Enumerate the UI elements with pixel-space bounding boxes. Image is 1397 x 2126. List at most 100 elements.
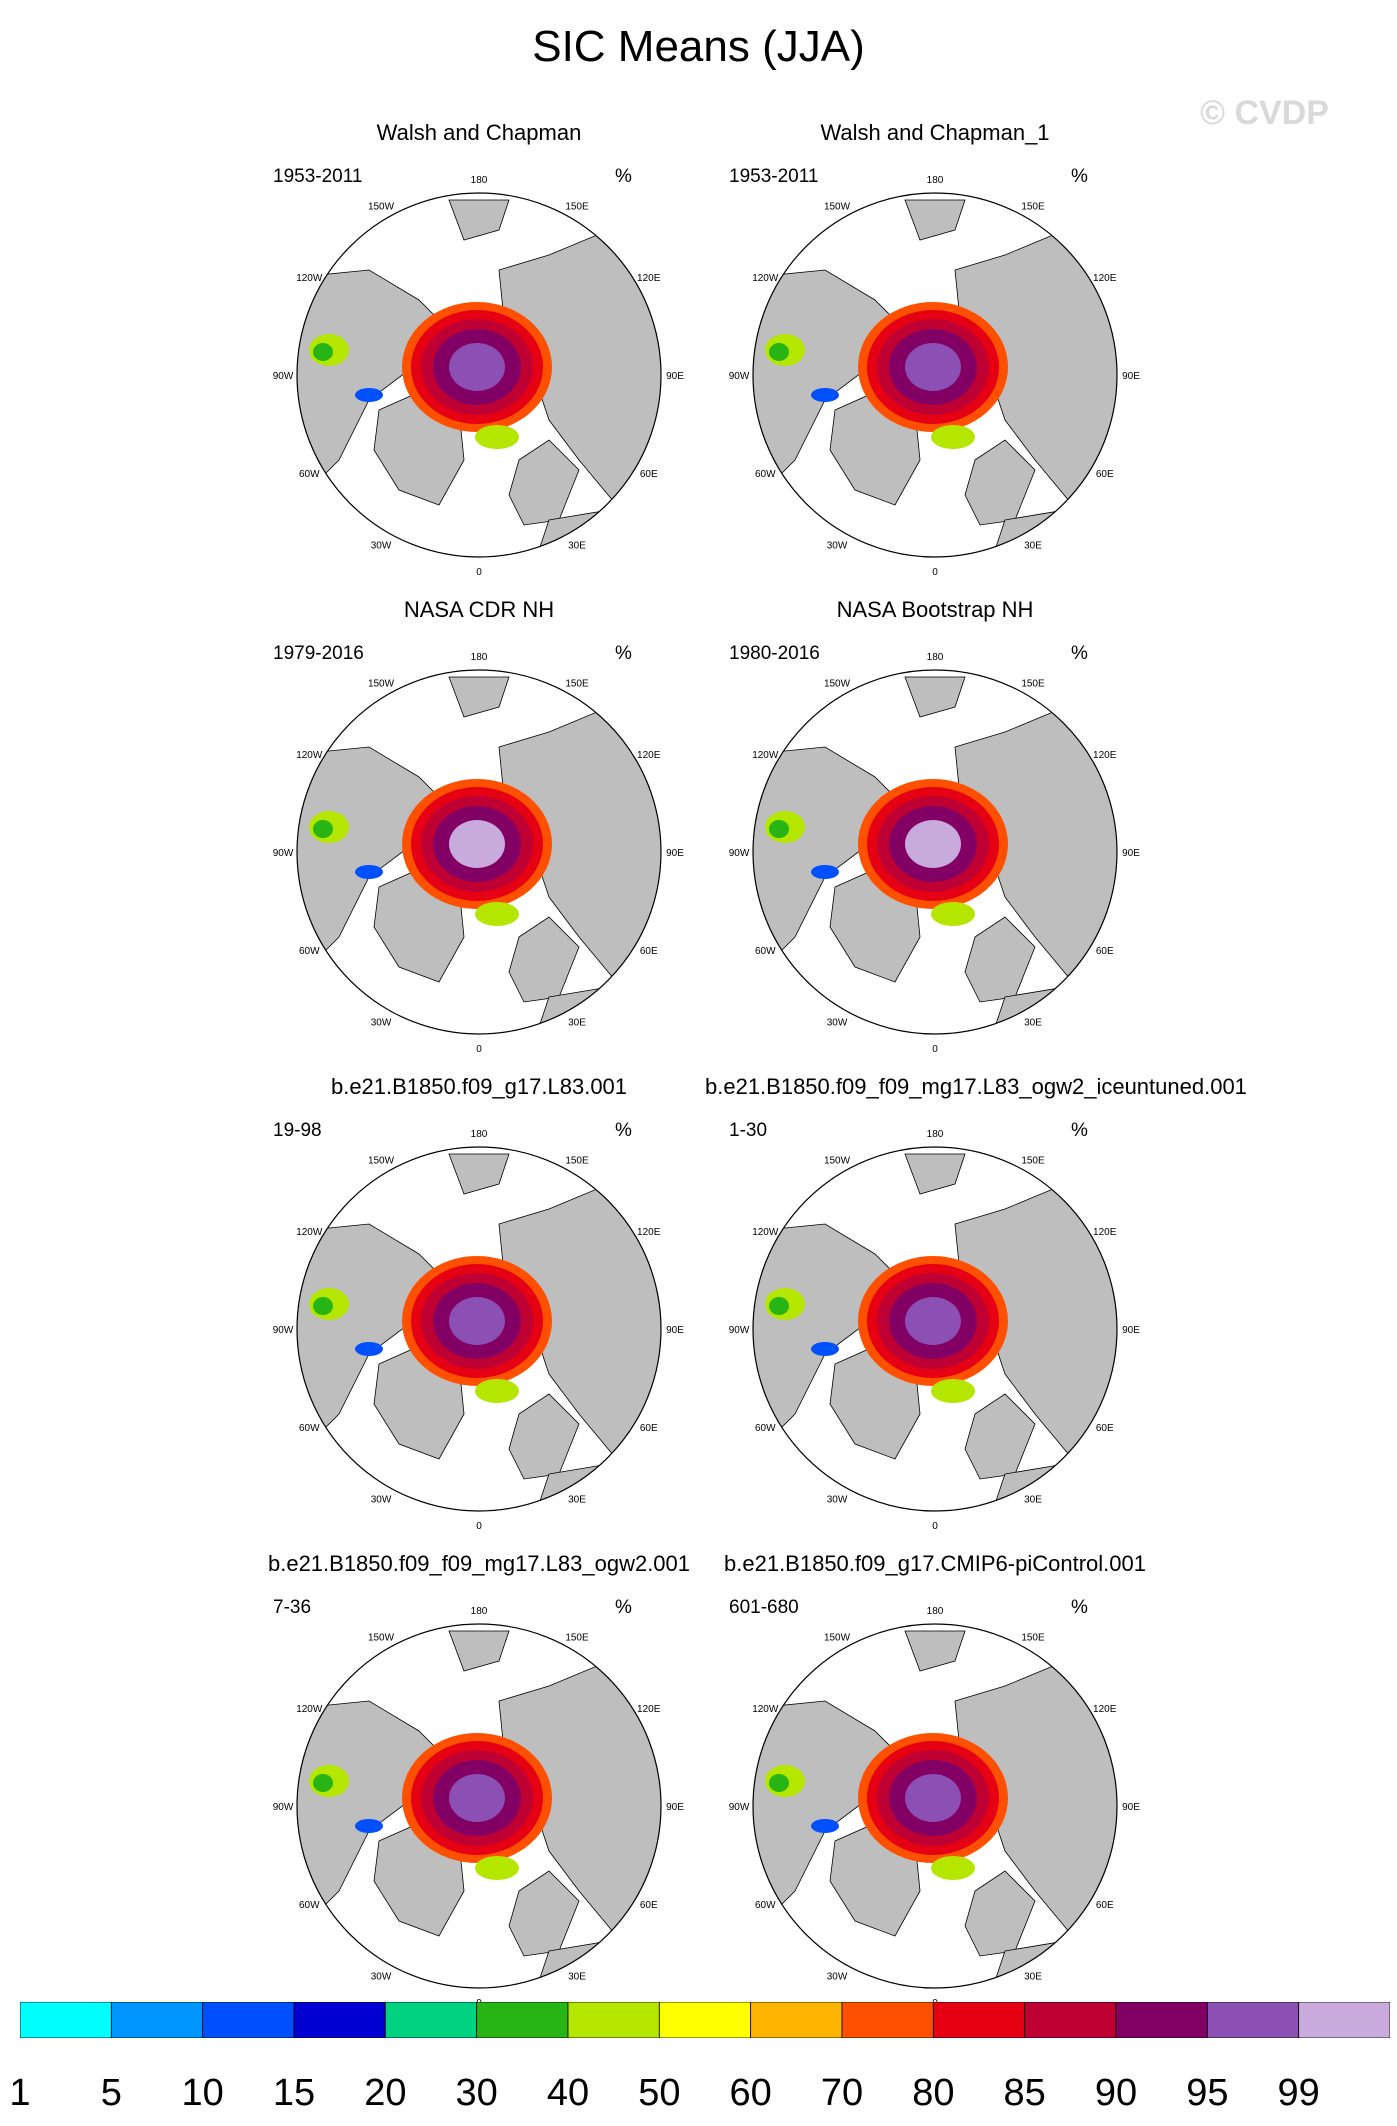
lon-tick-label: 120W bbox=[752, 273, 779, 284]
lon-tick-label: 60E bbox=[1096, 1423, 1114, 1434]
ice-contour bbox=[313, 820, 333, 838]
map-border bbox=[296, 669, 662, 1035]
ice-contour bbox=[931, 902, 975, 926]
panel-period: 1-30 bbox=[729, 1120, 768, 1141]
lon-tick-label: 30E bbox=[1024, 541, 1042, 552]
colorbar-segment bbox=[1115, 2002, 1208, 2038]
ice-contour bbox=[475, 1379, 519, 1403]
lon-tick-label: 150E bbox=[565, 201, 589, 212]
colorbar bbox=[20, 2002, 1390, 2038]
colorbar-segment bbox=[476, 2002, 569, 2038]
lon-tick-label: 180 bbox=[471, 175, 488, 186]
lon-tick-label: 60E bbox=[1096, 946, 1114, 957]
map-panel-nasa-cdr: NASA CDR NH 1979-2016 % 180 150E 120E 90E 60… bbox=[249, 597, 709, 1057]
land-mass bbox=[904, 676, 966, 718]
panel-unit: % bbox=[1071, 1597, 1088, 1618]
lon-tick-label: 150E bbox=[565, 1632, 589, 1643]
lon-tick-label: 120W bbox=[752, 1227, 779, 1238]
lon-tick-label: 0 bbox=[932, 1521, 938, 1532]
colorbar-segment bbox=[841, 2002, 934, 2038]
lon-tick-label: 180 bbox=[471, 1606, 488, 1617]
lon-tick-label: 90E bbox=[1122, 848, 1140, 859]
colorbar-tick-label: 85 bbox=[1003, 2072, 1046, 2114]
colorbar-tick-label: 80 bbox=[912, 2072, 955, 2114]
ice-contour bbox=[449, 343, 505, 391]
ice-contour bbox=[355, 1819, 383, 1833]
panel-title: b.e21.B1850.f09_f09_mg17.L83_ogw2_iceunt… bbox=[705, 1074, 1247, 1099]
ice-contour bbox=[905, 1774, 961, 1822]
lon-tick-label: 30W bbox=[827, 541, 848, 552]
lon-tick-label: 150E bbox=[1021, 201, 1045, 212]
lon-tick-label: 30E bbox=[568, 541, 586, 552]
lon-tick-label: 150W bbox=[824, 1155, 851, 1166]
colorbar-segment bbox=[110, 2002, 204, 2038]
land-mass bbox=[448, 1153, 510, 1195]
lon-tick-label: 30W bbox=[827, 1018, 848, 1029]
lon-tick-label: 60W bbox=[299, 1900, 320, 1911]
panel-unit: % bbox=[1071, 166, 1088, 187]
panel-period: 7-36 bbox=[273, 1597, 312, 1618]
lon-tick-label: 120E bbox=[1093, 273, 1117, 284]
lon-tick-label: 180 bbox=[927, 1129, 944, 1140]
lon-tick-label: 90E bbox=[666, 1325, 684, 1336]
map-border bbox=[752, 1146, 1118, 1512]
lon-tick-label: 30W bbox=[827, 1495, 848, 1506]
lon-tick-label: 60E bbox=[640, 946, 658, 957]
lon-tick-label: 30E bbox=[1024, 1972, 1042, 1983]
lon-tick-label: 60W bbox=[755, 1423, 776, 1434]
colorbar-segment bbox=[20, 2002, 112, 2038]
lon-tick-label: 90W bbox=[729, 1802, 750, 1813]
lon-tick-label: 60E bbox=[1096, 469, 1114, 480]
panel-title: Walsh and Chapman_1 bbox=[820, 120, 1050, 145]
lon-tick-label: 60W bbox=[755, 1900, 776, 1911]
lon-tick-label: 60W bbox=[755, 946, 776, 957]
panel-period: 1979-2016 bbox=[273, 643, 364, 664]
ice-contour bbox=[931, 425, 975, 449]
lon-tick-label: 90W bbox=[729, 371, 750, 382]
lon-tick-label: 180 bbox=[471, 652, 488, 663]
lon-tick-label: 120W bbox=[296, 1227, 323, 1238]
lon-tick-label: 90E bbox=[666, 371, 684, 382]
lon-tick-label: 150E bbox=[1021, 678, 1045, 689]
map-panel-ogw2-iceuntuned: b.e21.B1850.f09_f09_mg17.L83_ogw2_iceunt… bbox=[705, 1074, 1247, 1534]
panel-period: 1953-2011 bbox=[273, 166, 363, 187]
map-panel-b1850-g17-l83: b.e21.B1850.f09_g17.L83.001 19-98 % 180 1… bbox=[249, 1074, 709, 1534]
lon-tick-label: 120W bbox=[296, 750, 323, 761]
colorbar-segment bbox=[202, 2002, 295, 2038]
lon-tick-label: 150W bbox=[368, 678, 395, 689]
lon-tick-label: 30E bbox=[1024, 1495, 1042, 1506]
colorbar-tick-label: 60 bbox=[729, 2072, 772, 2114]
map-border bbox=[296, 192, 662, 558]
ice-contour bbox=[769, 343, 789, 361]
ice-contour bbox=[905, 343, 961, 391]
land-mass bbox=[448, 676, 510, 718]
ice-contour bbox=[931, 1379, 975, 1403]
lon-tick-label: 120W bbox=[296, 273, 323, 284]
lon-tick-label: 150E bbox=[1021, 1632, 1045, 1643]
lon-tick-label: 0 bbox=[476, 1044, 482, 1055]
land-mass bbox=[904, 1153, 966, 1195]
panel-title: b.e21.B1850.f09_g17.CMIP6-piControl.001 bbox=[724, 1551, 1146, 1576]
lon-tick-label: 120E bbox=[637, 1704, 661, 1715]
lon-tick-label: 30E bbox=[1024, 1018, 1042, 1029]
lon-tick-label: 120W bbox=[752, 1704, 779, 1715]
ice-contour bbox=[905, 1297, 961, 1345]
colorbar-tick-label: 95 bbox=[1186, 2072, 1229, 2114]
map-border bbox=[752, 192, 1118, 558]
lon-tick-label: 30E bbox=[568, 1495, 586, 1506]
lon-tick-label: 0 bbox=[932, 1044, 938, 1055]
map-border bbox=[296, 1623, 662, 1989]
panel-period: 1953-2011 bbox=[729, 166, 819, 187]
colorbar-tick-label: 70 bbox=[820, 2072, 864, 2114]
lon-tick-label: 150W bbox=[368, 201, 395, 212]
ice-contour bbox=[931, 1856, 975, 1880]
lon-tick-label: 150E bbox=[565, 1155, 589, 1166]
lon-tick-label: 150W bbox=[368, 1632, 395, 1643]
ice-contour bbox=[475, 1856, 519, 1880]
lon-tick-label: 90W bbox=[273, 848, 294, 859]
lon-tick-label: 60W bbox=[299, 1423, 320, 1434]
